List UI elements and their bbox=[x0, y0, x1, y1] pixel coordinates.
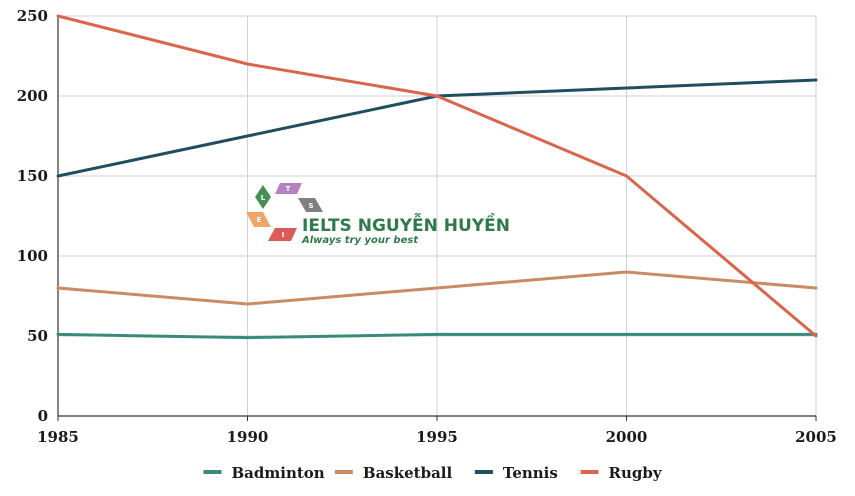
y-tick-label: 200 bbox=[17, 87, 48, 105]
legend-item-badminton: Badminton bbox=[203, 464, 325, 482]
x-tick-label: 1990 bbox=[227, 428, 269, 446]
legend-item-tennis: Tennis bbox=[474, 464, 558, 482]
logo-tile-s bbox=[298, 198, 323, 212]
logo-letter-e: E bbox=[257, 216, 262, 224]
logo-letter-l: L bbox=[261, 194, 266, 202]
y-tick-label: 250 bbox=[17, 7, 48, 25]
x-tick-label: 1995 bbox=[416, 428, 458, 446]
series-line-badminton bbox=[56, 332, 818, 340]
x-tick-label: 1985 bbox=[37, 428, 79, 446]
logo-letter-s: S bbox=[308, 202, 313, 210]
watermark-subtitle: Always try your best bbox=[301, 235, 419, 246]
x-tick-label: 2005 bbox=[795, 428, 837, 446]
y-tick-label: 150 bbox=[17, 167, 48, 185]
legend: Badminton Basketball Tennis Rugby bbox=[203, 464, 663, 482]
logo-tile-l bbox=[255, 185, 271, 209]
logo-tile-t bbox=[275, 183, 302, 194]
axes bbox=[57, 16, 817, 421]
logo-letter-t: T bbox=[286, 185, 291, 193]
legend-item-rugby: Rugby bbox=[580, 464, 663, 482]
grid-lines bbox=[58, 15, 817, 416]
legend-label: Rugby bbox=[609, 464, 663, 482]
logo-tile-e bbox=[246, 212, 271, 227]
y-tick-label: 50 bbox=[27, 327, 48, 345]
series-line-rugby bbox=[56, 14, 818, 338]
legend-label: Basketball bbox=[363, 464, 453, 482]
logo-tile-i bbox=[268, 228, 297, 241]
watermark-title: IELTS NGUYỄN HUYỀN bbox=[302, 211, 510, 236]
y-tick-label: 100 bbox=[17, 247, 48, 265]
x-tick-label: 2000 bbox=[606, 428, 648, 446]
series-line-basketball bbox=[56, 270, 818, 306]
legend-label: Tennis bbox=[503, 464, 558, 482]
y-tick-label: 0 bbox=[38, 407, 48, 425]
logo-letter-i: I bbox=[282, 231, 285, 239]
legend-item-basketball: Basketball bbox=[334, 464, 453, 482]
watermark-logo: L T S E I bbox=[246, 183, 323, 241]
tick-labels: 0 50 100 150 200 250 1985 1990 1995 2000 2005 bbox=[17, 7, 837, 446]
legend-label: Badminton bbox=[232, 464, 325, 482]
series-lines bbox=[56, 14, 818, 340]
